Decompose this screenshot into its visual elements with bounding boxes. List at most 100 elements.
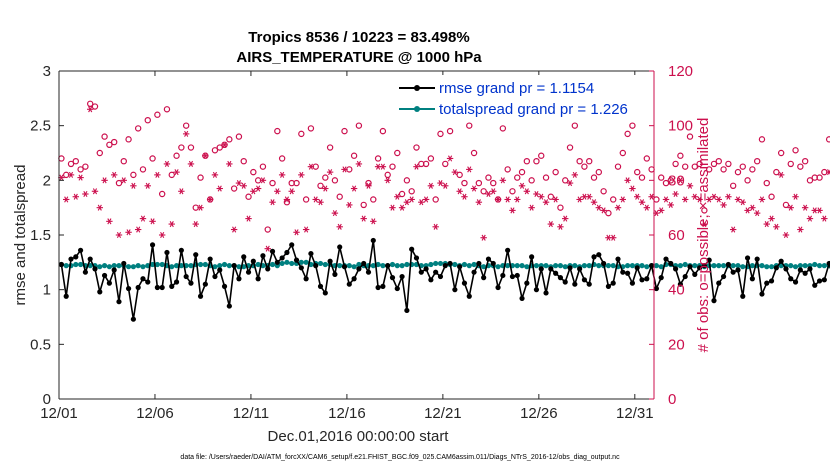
obs-possible-point: [787, 160, 794, 168]
obs-assimilated-point: [110, 171, 118, 178]
series-point: [586, 281, 592, 287]
obs-assimilated-point: [509, 207, 516, 214]
series-point: [696, 265, 703, 271]
obs-possible-point: [101, 133, 108, 140]
series-point: [289, 260, 295, 267]
series-point: [58, 261, 64, 268]
obs-possible-point: [149, 155, 156, 162]
series-point: [644, 264, 650, 270]
series-point: [548, 266, 554, 272]
series-point: [188, 263, 194, 269]
obs-possible-point: [490, 179, 497, 187]
y-axis-label: rmse and totalspread: [12, 165, 29, 306]
series-point: [773, 265, 779, 271]
series-point: [759, 263, 765, 269]
obs-possible-point: [825, 136, 830, 143]
series-point: [711, 263, 717, 269]
obs-assimilated-point: [816, 207, 823, 214]
obs-possible-point: [250, 168, 257, 176]
obs-possible-point: [341, 127, 348, 135]
obs-assimilated-point: [638, 199, 646, 206]
obs-possible-point: [178, 144, 185, 151]
obs-possible-point: [734, 168, 742, 176]
obs-assimilated-point: [288, 188, 295, 195]
series-point: [279, 260, 285, 267]
obs-possible-point: [82, 163, 89, 170]
series-point: [337, 244, 343, 250]
series-point: [207, 256, 213, 262]
series-point: [121, 260, 127, 267]
series-point: [744, 255, 751, 261]
series-point: [125, 285, 132, 292]
series-point: [649, 263, 655, 269]
series-point: [601, 260, 607, 267]
obs-assimilated-point: [533, 190, 540, 198]
series-point: [524, 264, 530, 270]
series-point: [178, 247, 184, 253]
series-point: [97, 264, 103, 270]
series-point: [116, 263, 122, 269]
obs-assimilated-point: [749, 204, 756, 211]
obs-assimilated-point: [451, 169, 459, 176]
series-point: [461, 261, 468, 268]
series-point: [596, 252, 602, 258]
series-point: [639, 263, 645, 269]
series-rmse: [58, 237, 830, 322]
series-point: [169, 264, 175, 270]
series-point: [471, 269, 477, 275]
series-point: [768, 264, 775, 270]
obs-assimilated-point: [139, 215, 147, 222]
series-point: [466, 263, 472, 269]
obs-assimilated-point: [552, 196, 559, 203]
obs-assimilated-point: [187, 160, 195, 167]
obs-possible-point: [533, 157, 540, 165]
obs-possible-point: [389, 163, 396, 170]
obs-possible-point: [715, 157, 722, 165]
series-point: [677, 263, 683, 269]
series-point: [212, 264, 218, 270]
obs-assimilated-point: [418, 199, 425, 206]
obs-assimilated-point: [202, 152, 209, 159]
obs-assimilated-point: [562, 215, 569, 222]
obs-assimilated-point: [168, 221, 175, 228]
obs-possible-point: [610, 196, 617, 203]
obs-possible-point: [538, 152, 545, 159]
series-point: [265, 266, 271, 272]
series-point: [111, 263, 117, 269]
obs-possible-point: [355, 122, 363, 129]
obs-possible-point: [518, 168, 526, 176]
obs-possible-point: [91, 103, 99, 110]
series-point: [778, 258, 784, 264]
obs-possible-point: [758, 136, 766, 143]
series-point: [735, 263, 741, 269]
series-point: [677, 281, 683, 287]
obs-possible-point: [696, 160, 703, 168]
obs-possible-point: [245, 193, 252, 200]
obs-assimilated-point: [571, 171, 579, 178]
series-point: [629, 280, 636, 286]
obs-assimilated-point: [619, 196, 627, 203]
obs-assimilated-point: [499, 177, 507, 184]
series-point: [514, 263, 520, 269]
obs-possible-point: [653, 196, 660, 203]
series-point: [303, 259, 309, 265]
series-point: [356, 266, 362, 272]
obs-possible-point: [485, 174, 492, 181]
obs-assimilated-point: [259, 177, 267, 184]
obs-assimilated-point: [370, 218, 377, 225]
obs-possible-point: [163, 106, 171, 113]
obs-possible-point: [763, 179, 770, 187]
obs-assimilated-point: [317, 199, 324, 206]
series-point: [481, 264, 487, 270]
series-point: [394, 263, 400, 269]
obs-possible-point: [226, 136, 233, 143]
obs-possible-point: [691, 163, 698, 170]
y2-tick-label: 100: [668, 118, 693, 135]
series-point: [653, 285, 660, 292]
obs-possible-point: [403, 177, 411, 184]
obs-possible-point: [475, 179, 483, 187]
series-point: [385, 263, 391, 269]
series-point: [783, 266, 789, 272]
obs-possible-point: [125, 136, 132, 143]
obs-possible-point: [667, 177, 674, 184]
